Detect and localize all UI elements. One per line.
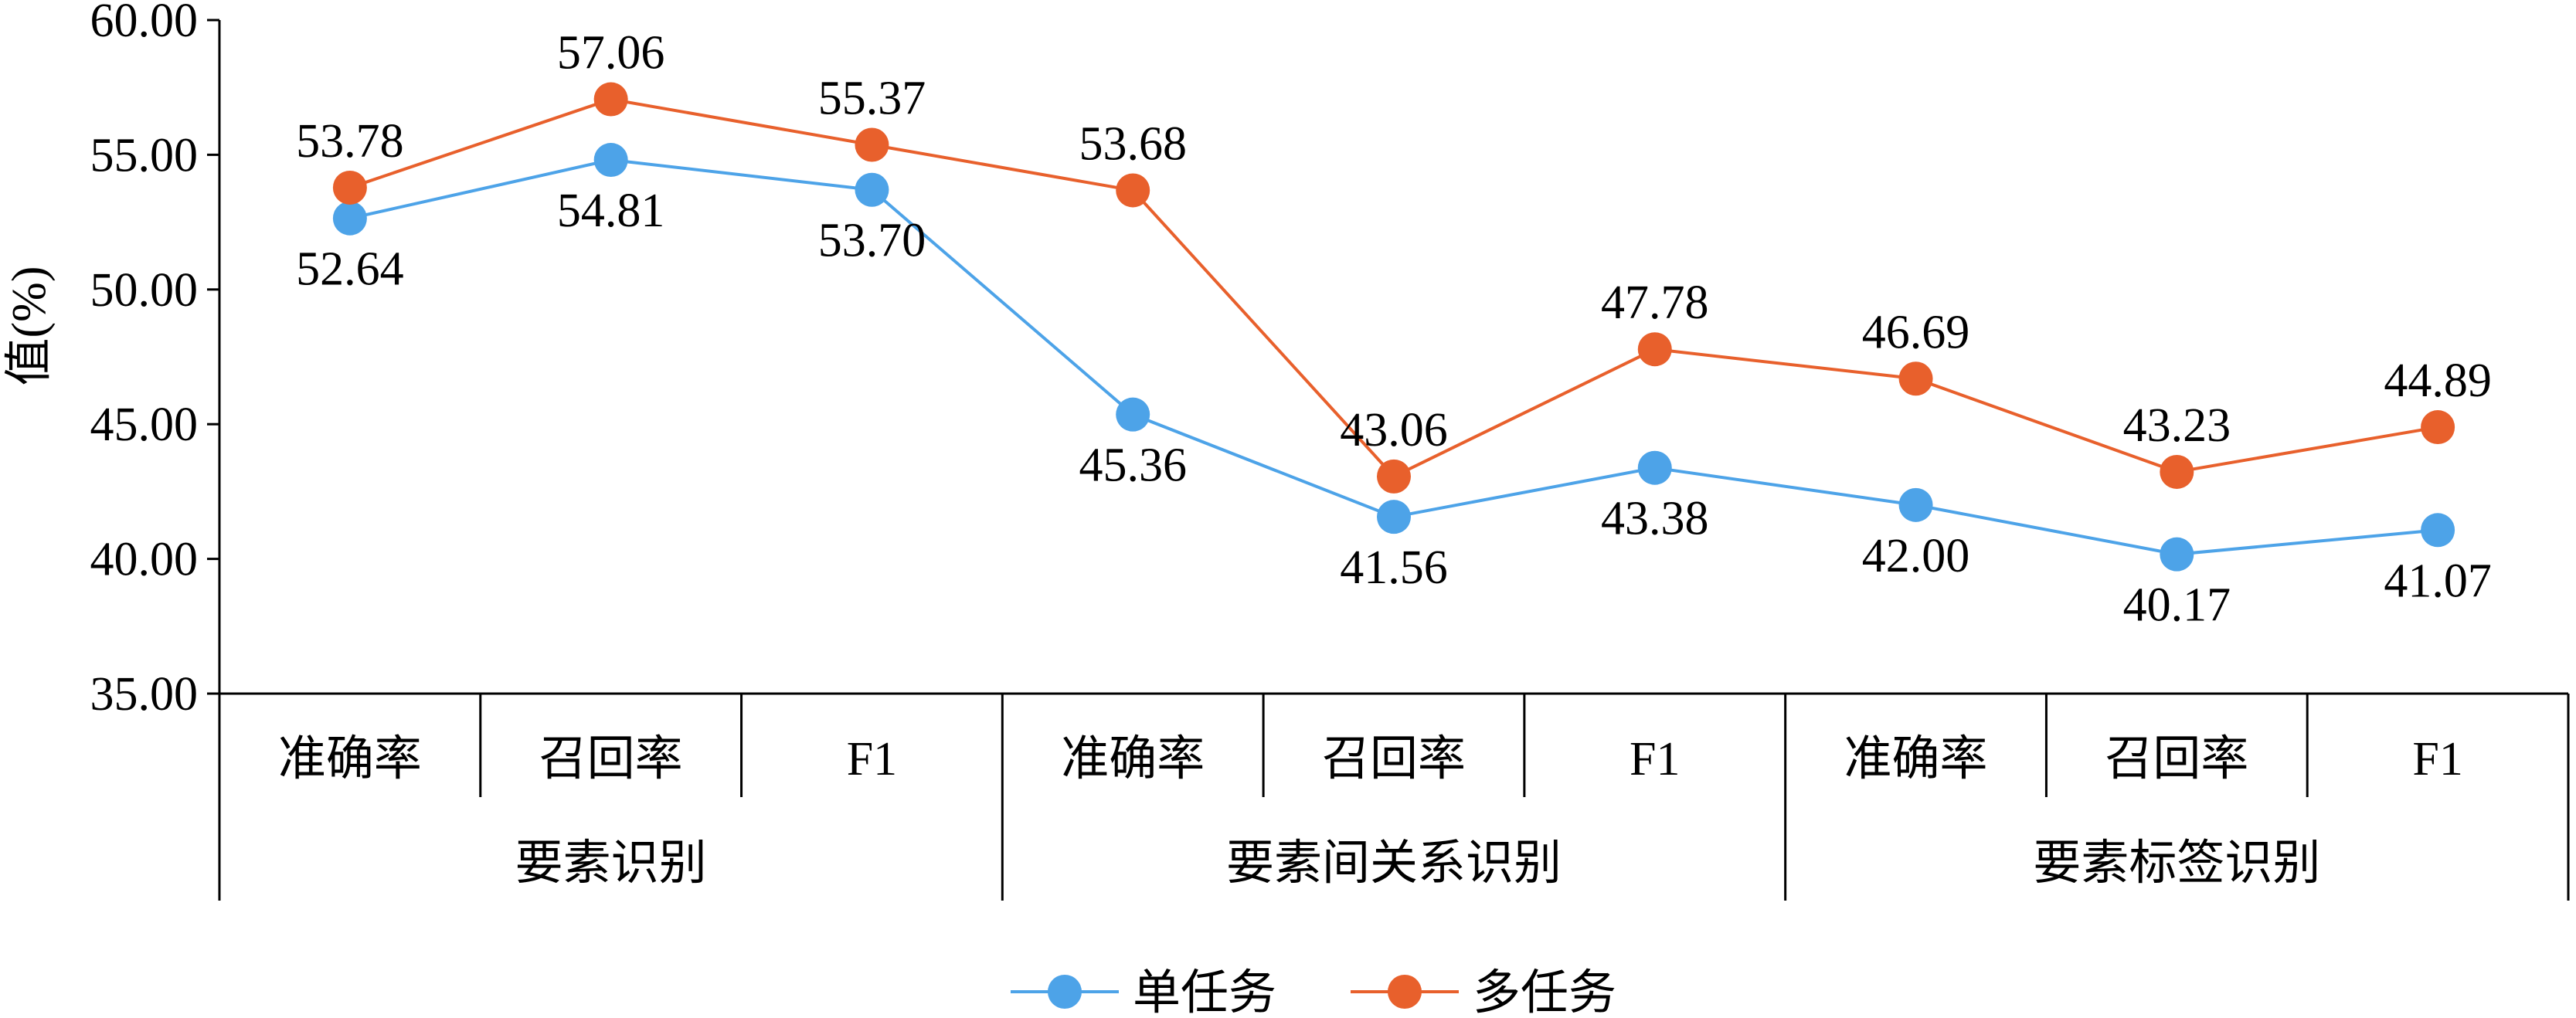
series-multi-task-point — [332, 170, 367, 205]
data-label-multi-task: 43.06 — [1340, 404, 1448, 456]
x-category-label: 召回率 — [1322, 733, 1466, 786]
data-label-single-task: 52.64 — [296, 243, 404, 296]
legend-item-multi-task: 多任务 — [1351, 967, 1616, 1018]
data-label-multi-task: 47.78 — [1601, 277, 1709, 329]
data-label-single-task: 42.00 — [1862, 530, 1970, 582]
axes: 35.00 40.00 45.00 50.00 55.00 60.00 值(%) 准确率 召回率… — [3, 0, 2570, 901]
x-category-label: 准确率 — [1844, 733, 1988, 786]
y-tick-label: 35.00 — [90, 668, 199, 721]
x-category-label: 准确率 — [278, 733, 422, 786]
series-single-task-point — [1116, 397, 1150, 432]
series-multi-task-point — [1637, 332, 1672, 367]
data-label-multi-task: 46.69 — [1862, 306, 1970, 358]
data-label-single-task: 54.81 — [557, 185, 665, 237]
data-label-single-task: 40.17 — [2123, 579, 2231, 632]
series-single-task-point — [855, 172, 889, 207]
y-tick-label: 60.00 — [90, 0, 199, 47]
legend-label: 单任务 — [1133, 967, 1276, 1018]
series-multi-task-point — [593, 82, 628, 117]
x-category-label: F1 — [847, 733, 897, 786]
series-single-task-point — [2421, 513, 2455, 548]
x-category-label: 准确率 — [1061, 733, 1205, 786]
series-multi-task-point — [1116, 173, 1150, 208]
data-label-multi-task: 53.68 — [1079, 117, 1187, 170]
data-label-single-task: 41.56 — [1340, 541, 1448, 594]
x-category-label: 召回率 — [539, 733, 683, 786]
data-labels: 52.64 54.81 53.70 45.36 41.56 43.38 42.00 40.17… — [296, 27, 2492, 632]
legend-marker — [1388, 975, 1422, 1009]
series-single-task-point — [1637, 450, 1672, 485]
x-group-label: 要素标签识别 — [2033, 837, 2320, 890]
data-label-multi-task: 43.23 — [2123, 399, 2231, 452]
legend: 单任务 多任务 — [1011, 967, 1616, 1018]
series-single-task-point — [1898, 487, 1933, 522]
data-label-single-task: 43.38 — [1601, 493, 1709, 545]
data-label-single-task: 45.36 — [1079, 439, 1187, 492]
series-single-task-point — [332, 201, 367, 236]
series-single-task-point — [593, 143, 628, 178]
x-category-label: 召回率 — [2105, 733, 2248, 786]
legend-item-single-task: 单任务 — [1011, 967, 1276, 1018]
data-label-multi-task: 55.37 — [818, 72, 926, 124]
y-axis-title: 值(%) — [3, 266, 56, 386]
data-label-multi-task: 57.06 — [557, 27, 665, 80]
series-multi-task-point — [2160, 454, 2194, 489]
series-single-task-point — [2160, 537, 2194, 572]
x-group-label: 要素识别 — [515, 837, 707, 890]
data-label-multi-task: 44.89 — [2384, 355, 2492, 407]
series-multi-task-point — [1377, 459, 1411, 494]
data-label-single-task: 53.70 — [818, 215, 926, 267]
y-tick-label: 40.00 — [90, 534, 199, 586]
y-tick-label: 45.00 — [90, 399, 199, 451]
series-single-task-point — [1377, 500, 1411, 534]
y-tick-label: 55.00 — [90, 129, 199, 182]
series-multi-task-point — [2421, 410, 2455, 445]
x-category-label: F1 — [1630, 733, 1680, 786]
legend-label: 多任务 — [1473, 967, 1616, 1018]
series-multi-task-point — [1898, 361, 1933, 396]
legend-marker — [1048, 975, 1082, 1009]
series-multi-task-point — [855, 127, 889, 162]
x-group-label: 要素间关系识别 — [1226, 837, 1562, 890]
data-label-multi-task: 53.78 — [296, 115, 404, 168]
series-lines — [332, 82, 2455, 572]
data-label-single-task: 41.07 — [2384, 555, 2492, 607]
x-category-label: F1 — [2412, 733, 2462, 786]
y-tick-label: 50.00 — [90, 264, 199, 317]
